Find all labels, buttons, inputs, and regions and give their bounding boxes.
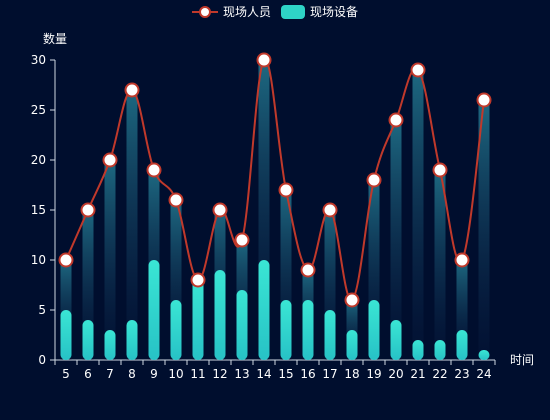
personnel-point[interactable] (212, 202, 228, 218)
equipment-bar[interactable] (368, 300, 380, 360)
personnel-point[interactable] (300, 262, 316, 278)
personnel-point[interactable] (388, 112, 404, 128)
personnel-point[interactable] (124, 82, 140, 98)
personnel-points (58, 52, 492, 308)
personnel-bar (126, 90, 138, 360)
personnel-point[interactable] (278, 182, 294, 198)
x-ticks: 5 6 7 8 9 10 11 12 13 14 15 16 17 18 19 20 21 22 23 24 (54, 360, 496, 381)
legend-item-equipment[interactable]: 现场设备 (281, 5, 358, 19)
y-tick-label: 5 (38, 303, 46, 317)
equipment-bars (60, 260, 490, 360)
personnel-point[interactable] (476, 92, 492, 108)
personnel-bar (324, 210, 336, 360)
equipment-bar[interactable] (236, 290, 248, 360)
x-tick-label: 19 (366, 367, 381, 381)
personnel-bar (434, 170, 446, 360)
personnel-point[interactable] (410, 62, 426, 78)
equipment-bar[interactable] (214, 270, 226, 360)
equipment-bar[interactable] (258, 260, 270, 360)
equipment-bar[interactable] (280, 300, 292, 360)
x-tick-label: 20 (388, 367, 403, 381)
personnel-point[interactable] (432, 162, 448, 178)
personnel-bar (258, 60, 270, 360)
personnel-point[interactable] (190, 272, 206, 288)
personnel-bar (280, 190, 292, 360)
personnel-bar (412, 70, 424, 360)
personnel-bar (390, 120, 402, 360)
personnel-bar (170, 200, 182, 360)
x-tick-label: 23 (454, 367, 469, 381)
personnel-point[interactable] (322, 202, 338, 218)
personnel-point[interactable] (234, 232, 250, 248)
legend-personnel-marker (199, 6, 211, 18)
x-tick-label: 12 (212, 367, 227, 381)
personnel-point[interactable] (80, 202, 96, 218)
personnel-point[interactable] (256, 52, 272, 68)
equipment-bar[interactable] (148, 260, 160, 360)
y-tick-label: 30 (31, 53, 46, 67)
equipment-bar[interactable] (456, 330, 468, 360)
equipment-bar[interactable] (324, 310, 336, 360)
equipment-bar[interactable] (82, 320, 94, 360)
personnel-point[interactable] (146, 162, 162, 178)
personnel-point[interactable] (344, 292, 360, 308)
y-tick-label: 0 (38, 353, 46, 367)
legend-personnel-label: 现场人员 (223, 5, 271, 19)
legend-equipment-label: 现场设备 (310, 5, 358, 19)
equipment-bar[interactable] (192, 280, 204, 360)
y-tick-label: 10 (31, 253, 46, 267)
equipment-bar[interactable] (126, 320, 138, 360)
equipment-bar[interactable] (478, 350, 490, 360)
equipment-bar[interactable] (104, 330, 116, 360)
x-tick-label: 7 (106, 367, 114, 381)
x-tick-label: 11 (190, 367, 205, 381)
x-tick-label: 9 (150, 367, 158, 381)
x-tick-label: 6 (84, 367, 92, 381)
x-tick-label: 16 (300, 367, 315, 381)
personnel-point[interactable] (58, 252, 74, 268)
personnel-bar (368, 180, 380, 360)
personnel-bar (82, 210, 94, 360)
x-tick-label: 15 (278, 367, 293, 381)
x-tick-label: 18 (344, 367, 359, 381)
legend-equipment-swatch (281, 5, 305, 19)
personnel-bar (478, 100, 490, 360)
x-tick-label: 21 (410, 367, 425, 381)
personnel-bar (456, 260, 468, 360)
x-tick-label: 10 (168, 367, 183, 381)
y-tick-label: 20 (31, 153, 46, 167)
x-tick-label: 8 (128, 367, 136, 381)
personnel-point[interactable] (102, 152, 118, 168)
x-tick-label: 14 (256, 367, 271, 381)
legend: 现场人员 现场设备 (192, 5, 358, 19)
y-tick-label: 25 (31, 103, 46, 117)
equipment-bar[interactable] (60, 310, 72, 360)
equipment-bar[interactable] (302, 300, 314, 360)
equipment-bar[interactable] (170, 300, 182, 360)
personnel-point[interactable] (366, 172, 382, 188)
legend-item-personnel[interactable]: 现场人员 (192, 5, 271, 19)
y-ticks: 0 5 10 15 20 25 30 (31, 53, 55, 367)
personnel-point[interactable] (168, 192, 184, 208)
y-axis-title: 数量 (43, 31, 67, 46)
x-tick-label: 22 (432, 367, 447, 381)
equipment-bar[interactable] (434, 340, 446, 360)
x-axis-title: 时间 (510, 353, 534, 367)
x-tick-label: 24 (476, 367, 491, 381)
x-tick-label: 17 (322, 367, 337, 381)
equipment-bar[interactable] (390, 320, 402, 360)
x-tick-label: 13 (234, 367, 249, 381)
personnel-bar (104, 160, 116, 360)
equipment-bar[interactable] (346, 330, 358, 360)
equipment-bar[interactable] (412, 340, 424, 360)
x-tick-label: 5 (62, 367, 70, 381)
y-tick-label: 15 (31, 203, 46, 217)
personnel-point[interactable] (454, 252, 470, 268)
